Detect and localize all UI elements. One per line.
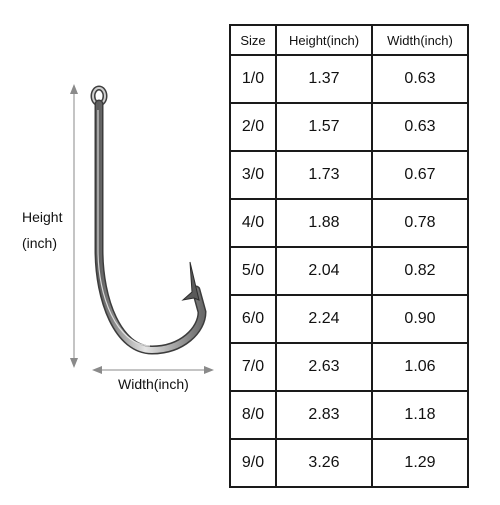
- table-row: 5/0 2.04 0.82: [229, 246, 469, 296]
- hook-diagram: [70, 84, 214, 374]
- table-row: 2/0 1.57 0.63: [229, 102, 469, 152]
- hook-size-table: Size Height(inch) Width(inch) 1/0 1.37 0…: [229, 24, 469, 488]
- cell-width: 1.29: [371, 438, 469, 488]
- header-width: Width(inch): [371, 24, 469, 56]
- cell-size: 1/0: [229, 54, 277, 104]
- header-size: Size: [229, 24, 277, 56]
- cell-width: 1.18: [371, 390, 469, 440]
- cell-width: 0.82: [371, 246, 469, 296]
- table-row: 4/0 1.88 0.78: [229, 198, 469, 248]
- cell-size: 7/0: [229, 342, 277, 392]
- cell-width: 0.63: [371, 54, 469, 104]
- cell-size: 4/0: [229, 198, 277, 248]
- cell-height: 1.73: [275, 150, 373, 200]
- height-label-line2: (inch): [22, 235, 58, 251]
- table-row: 1/0 1.37 0.63: [229, 54, 469, 104]
- header-height: Height(inch): [275, 24, 373, 56]
- table-row: 6/0 2.24 0.90: [229, 294, 469, 344]
- table-row: 7/0 2.63 1.06: [229, 342, 469, 392]
- cell-size: 3/0: [229, 150, 277, 200]
- cell-size: 9/0: [229, 438, 277, 488]
- height-label: Height (inch): [22, 204, 62, 256]
- cell-size: 2/0: [229, 102, 277, 152]
- cell-height: 2.24: [275, 294, 373, 344]
- cell-height: 1.57: [275, 102, 373, 152]
- cell-width: 0.90: [371, 294, 469, 344]
- table-header-row: Size Height(inch) Width(inch): [229, 24, 469, 56]
- cell-height: 2.04: [275, 246, 373, 296]
- table-row: 8/0 2.83 1.18: [229, 390, 469, 440]
- cell-size: 8/0: [229, 390, 277, 440]
- width-dimension-arrow: [92, 366, 214, 374]
- cell-width: 1.06: [371, 342, 469, 392]
- height-dimension-arrow: [70, 84, 78, 368]
- cell-height: 1.88: [275, 198, 373, 248]
- width-label: Width(inch): [118, 376, 189, 392]
- fishing-hook-icon: [90, 85, 207, 355]
- cell-height: 1.37: [275, 54, 373, 104]
- cell-size: 6/0: [229, 294, 277, 344]
- cell-width: 0.67: [371, 150, 469, 200]
- height-label-line1: Height: [22, 209, 63, 225]
- cell-width: 0.63: [371, 102, 469, 152]
- cell-height: 2.63: [275, 342, 373, 392]
- cell-height: 2.83: [275, 390, 373, 440]
- cell-size: 5/0: [229, 246, 277, 296]
- hook-illustration: Height (inch) Width(inch): [0, 0, 230, 500]
- cell-width: 0.78: [371, 198, 469, 248]
- table-row: 9/0 3.26 1.29: [229, 438, 469, 488]
- table-row: 3/0 1.73 0.67: [229, 150, 469, 200]
- cell-height: 3.26: [275, 438, 373, 488]
